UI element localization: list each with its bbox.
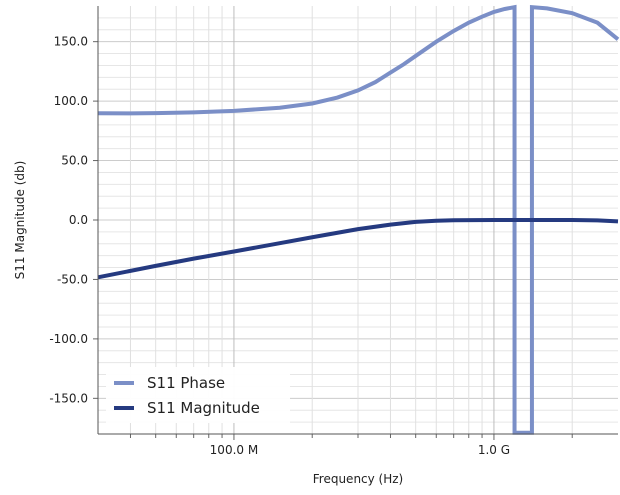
y-tick-label: 50.0 xyxy=(61,154,88,168)
y-tick-label: -50.0 xyxy=(57,272,88,286)
legend: S11 Phase S11 Magnitude xyxy=(106,367,290,423)
series-line-s11-phase xyxy=(97,4,620,435)
series-lines xyxy=(97,4,620,435)
x-tick-label: 1.0 G xyxy=(478,443,510,457)
legend-label-phase: S11 Phase xyxy=(147,374,225,392)
y-tick-label: 150.0 xyxy=(54,35,88,49)
y-tick-label: 0.0 xyxy=(69,213,88,227)
y-tick-label: -100.0 xyxy=(49,332,88,346)
y-tick-label: 100.0 xyxy=(54,94,88,108)
legend-label-magnitude: S11 Magnitude xyxy=(147,399,260,417)
tick-labels: 150.0 100.0 50.0 0.0 -50.0 -100.0 -150.0 100.0 … xyxy=(49,35,510,457)
axes xyxy=(93,6,618,440)
y-tick-label: -150.0 xyxy=(49,391,88,405)
y-axis-title: S11 Magnitude (db) xyxy=(13,161,27,280)
x-axis-title: Frequency (Hz) xyxy=(313,472,404,486)
series-line-s11-magnitude xyxy=(97,218,619,280)
legend-background xyxy=(106,367,290,423)
x-tick-label: 100.0 M xyxy=(210,443,259,457)
